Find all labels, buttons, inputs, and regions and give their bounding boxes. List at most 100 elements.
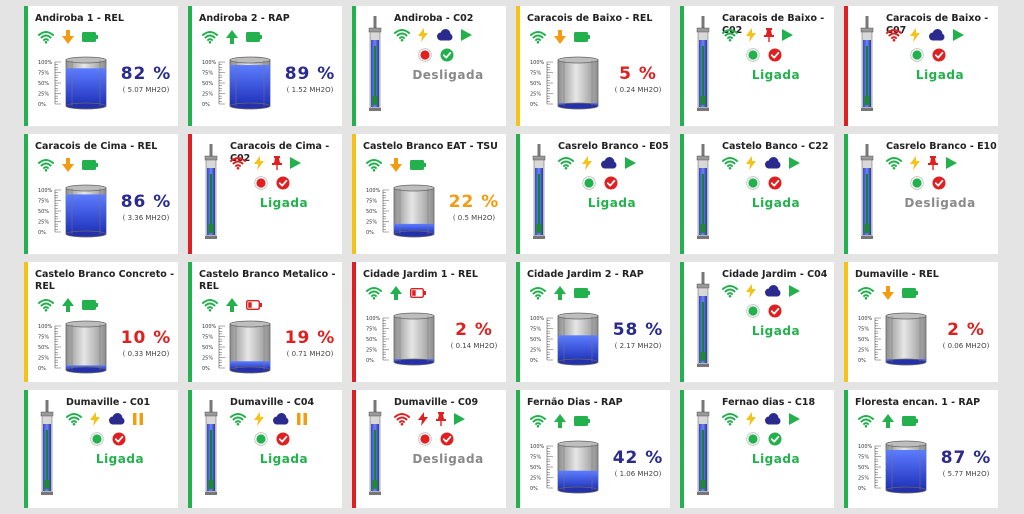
wifi-icon	[722, 412, 738, 426]
wifi-icon	[722, 28, 738, 42]
bolt-icon	[90, 412, 100, 426]
svg-text:25%: 25%	[530, 476, 541, 482]
pause-icon[interactable]	[297, 413, 307, 425]
svg-text:100%: 100%	[858, 444, 873, 450]
well-status-icons	[722, 156, 800, 170]
svg-text:0%: 0%	[366, 358, 374, 364]
well-card[interactable]: Casrelo Branco - E10 Desligada	[844, 134, 998, 254]
check-icon	[768, 432, 782, 446]
play-icon[interactable]	[946, 157, 957, 169]
well-pump-graphic	[690, 144, 716, 240]
well-card[interactable]: Casrelo Branco - E05 Ligada	[516, 134, 670, 254]
play-icon[interactable]	[290, 157, 301, 169]
dot-icon	[254, 176, 268, 190]
pause-icon[interactable]	[133, 413, 143, 425]
reservoir-card[interactable]: Castelo Branco Metalico - REL 100% 75% 50%…	[188, 262, 342, 382]
well-card[interactable]: Caracois de Baixo - C02 Ligada	[680, 6, 834, 126]
svg-text:75%: 75%	[530, 455, 541, 461]
well-card[interactable]: Fernao dias - C18 Ligada	[680, 390, 834, 508]
svg-text:50%: 50%	[530, 465, 541, 471]
pump-status-label: Ligada	[259, 452, 309, 466]
wifi-icon	[722, 284, 738, 298]
arrow-down-icon	[882, 286, 894, 300]
level-pressure: ( 0.24 MH2O)	[614, 86, 662, 94]
bolt-icon	[418, 28, 428, 42]
status-icons	[202, 30, 262, 44]
pump-status-label: Ligada	[95, 452, 145, 466]
well-card[interactable]: Dumaville - C01 Ligada	[24, 390, 178, 508]
pump-states	[910, 176, 946, 190]
status-icons	[530, 30, 590, 44]
level-percent: 87 %	[940, 448, 992, 468]
play-icon[interactable]	[454, 413, 465, 425]
card-title: Casrelo Branco - E05	[558, 141, 669, 152]
svg-text:25%: 25%	[366, 348, 377, 354]
well-status-icons	[558, 156, 636, 170]
tank-level-gauge: 100% 75% 50% 25% 0%	[366, 182, 446, 240]
status-icons	[858, 414, 918, 428]
level-percent: 22 %	[448, 192, 500, 212]
svg-text:50%: 50%	[530, 337, 541, 343]
reservoir-card[interactable]: Castelo Branco Concreto - REL 100% 75% 50%…	[24, 262, 178, 382]
svg-text:25%: 25%	[38, 220, 49, 226]
svg-text:0%: 0%	[530, 358, 538, 364]
well-card[interactable]: Caracois de Baixo - C07 Ligada	[844, 6, 998, 126]
well-card[interactable]: Dumaville - C04 Ligada	[188, 390, 342, 508]
reservoir-card[interactable]: Castelo Branco EAT - TSU 100% 75% 50% 25% 0%…	[352, 134, 506, 254]
svg-text:50%: 50%	[366, 337, 377, 343]
svg-text:0%: 0%	[38, 102, 46, 108]
reservoir-card[interactable]: Cidade Jardim 1 - REL 100% 75% 50% 25% 0% 2 …	[352, 262, 506, 382]
reservoir-card[interactable]: Cidade Jardim 2 - RAP 100% 75% 50% 25% 0% 58…	[516, 262, 670, 382]
arrow-up-icon	[226, 30, 238, 44]
dot-icon	[746, 304, 760, 318]
wifi-icon	[202, 30, 218, 44]
wifi-icon	[558, 156, 574, 170]
play-icon[interactable]	[789, 413, 800, 425]
battery-full-icon	[82, 32, 98, 42]
well-pump-graphic	[34, 400, 60, 496]
well-card[interactable]: Andiroba - C02 Desligada	[352, 6, 506, 126]
play-icon[interactable]	[461, 29, 472, 41]
card-title: Dumaville - C01	[66, 397, 151, 408]
battery-low-icon	[410, 288, 426, 298]
pin-icon	[436, 412, 446, 426]
svg-text:50%: 50%	[38, 209, 49, 215]
svg-text:25%: 25%	[858, 348, 869, 354]
reservoir-card[interactable]: Caracois de Cima - REL 100% 75% 50% 25% 0% 8…	[24, 134, 178, 254]
wifi-icon	[38, 158, 54, 172]
reservoir-card[interactable]: Dumaville - REL 100% 75% 50% 25% 0% 2 % ( 0.0…	[844, 262, 998, 382]
cloud-icon	[764, 285, 781, 297]
svg-text:25%: 25%	[202, 92, 213, 98]
play-icon[interactable]	[789, 285, 800, 297]
battery-full-icon	[82, 160, 98, 170]
pump-states	[746, 48, 782, 62]
reservoir-card[interactable]: Floresta encan. 1 - RAP 100% 75% 50% 25% 0% …	[844, 390, 998, 508]
well-card[interactable]: Castelo Banco - C22 Ligada	[680, 134, 834, 254]
reservoir-card[interactable]: Andiroba 1 - REL 100% 75% 50% 25% 0% 82 % ( 5…	[24, 6, 178, 126]
battery-full-icon	[902, 416, 918, 426]
play-icon[interactable]	[953, 29, 964, 41]
level-percent: 10 %	[120, 328, 172, 348]
pump-states	[746, 304, 782, 318]
svg-text:100%: 100%	[530, 60, 545, 66]
reservoir-card[interactable]: Caracois de Baixo - REL 100% 75% 50% 25% 0% …	[516, 6, 670, 126]
svg-text:0%: 0%	[202, 366, 210, 372]
wifi-icon	[202, 298, 218, 312]
svg-text:25%: 25%	[530, 348, 541, 354]
play-icon[interactable]	[789, 157, 800, 169]
well-card[interactable]: Caracois de Cima - C02 Ligada	[188, 134, 342, 254]
reservoir-card[interactable]: Fernão Dias - RAP 100% 75% 50% 25% 0% 42 % ( …	[516, 390, 670, 508]
card-title: Caracois de Baixo - REL	[527, 13, 653, 24]
play-icon[interactable]	[625, 157, 636, 169]
svg-text:0%: 0%	[38, 230, 46, 236]
pump-states	[254, 432, 290, 446]
play-icon[interactable]	[782, 29, 793, 41]
pump-status-label: Desligada	[412, 452, 484, 466]
reservoir-card[interactable]: Andiroba 2 - RAP 100% 75% 50% 25% 0% 89 % ( 1…	[188, 6, 342, 126]
well-card[interactable]: Cidade Jardim - C04 Ligada	[680, 262, 834, 382]
check-icon	[276, 432, 290, 446]
well-card[interactable]: Dumaville - C09 Desligada	[352, 390, 506, 508]
wifi-icon	[38, 30, 54, 44]
svg-text:25%: 25%	[366, 220, 377, 226]
